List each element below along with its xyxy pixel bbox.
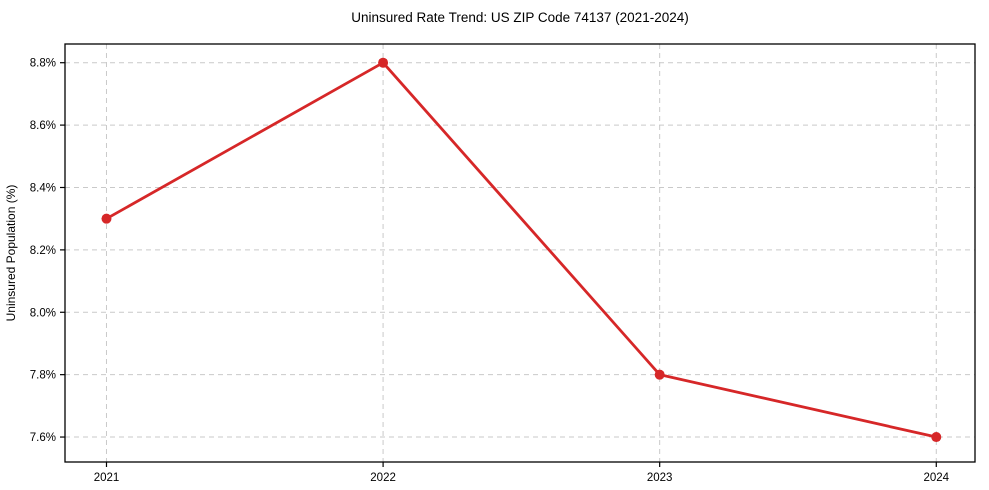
y-axis-label: Uninsured Population (%) (4, 185, 18, 322)
x-tick-label: 2023 (647, 472, 673, 484)
y-tick-label: 8.2% (30, 245, 56, 257)
y-tick-label: 8.4% (30, 182, 56, 194)
chart-title: Uninsured Rate Trend: US ZIP Code 74137 … (351, 10, 688, 25)
x-tick-label: 2024 (923, 472, 949, 484)
data-point (101, 213, 112, 224)
data-point (378, 57, 389, 68)
axis-layer: 7.6% 7.8% 8.0% 8.2% 8.4% 8.6% 8.8% 2021 2022 2023… (30, 43, 976, 484)
plot-border (64, 43, 976, 463)
trend-line (105, 61, 938, 439)
data-point (931, 432, 942, 443)
x-tick-label: 2022 (370, 472, 396, 484)
data-point (654, 369, 665, 380)
series-layer (101, 57, 942, 443)
y-tick-label: 7.8% (30, 370, 56, 382)
y-tick-label: 8.8% (30, 58, 56, 70)
grid-layer (65, 44, 975, 462)
y-tick-label: 8.0% (30, 307, 56, 319)
y-tick-label: 8.6% (30, 120, 56, 132)
y-tick-label: 7.6% (30, 432, 56, 444)
x-tick-label: 2021 (94, 472, 120, 484)
